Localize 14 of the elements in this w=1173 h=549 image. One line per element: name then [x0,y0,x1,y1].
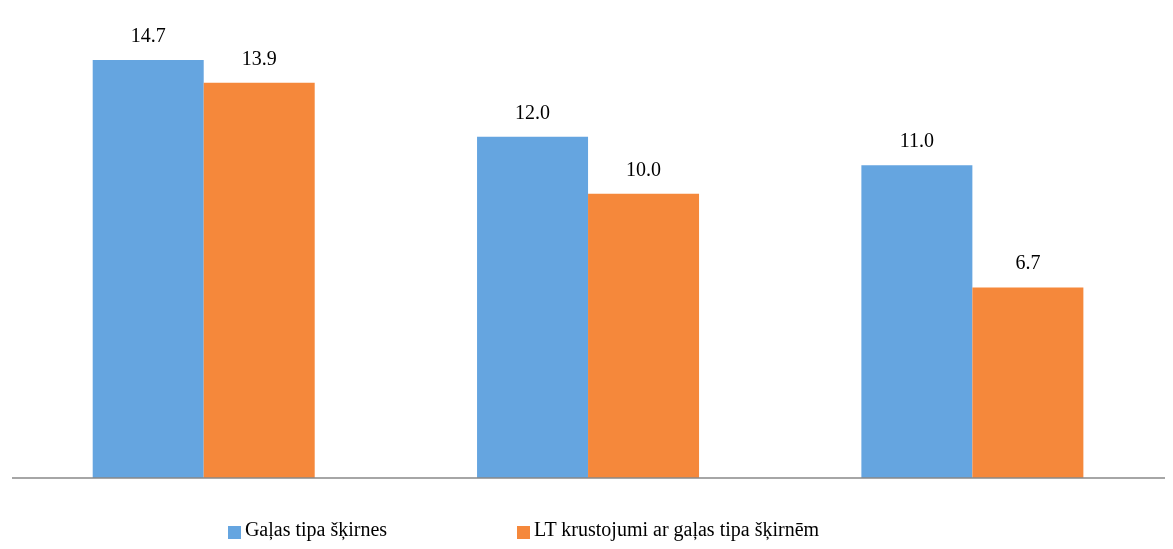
legend-label: Gaļas tipa šķirnes [244,518,388,540]
data-label: 14.7 [130,24,166,46]
bar [861,165,973,478]
bar [972,287,1084,478]
data-label: 10.0 [626,157,662,180]
bar [588,193,700,478]
data-label: 12.0 [515,100,551,123]
data-label: 11.0 [899,129,935,152]
bar [92,60,204,478]
data-label: 6.7 [1015,251,1041,274]
bar [477,136,589,478]
data-label: 13.9 [241,46,277,69]
bar [203,82,315,478]
legend-label: LT krustojumi ar gaļas tipa šķirnēm [534,518,820,540]
